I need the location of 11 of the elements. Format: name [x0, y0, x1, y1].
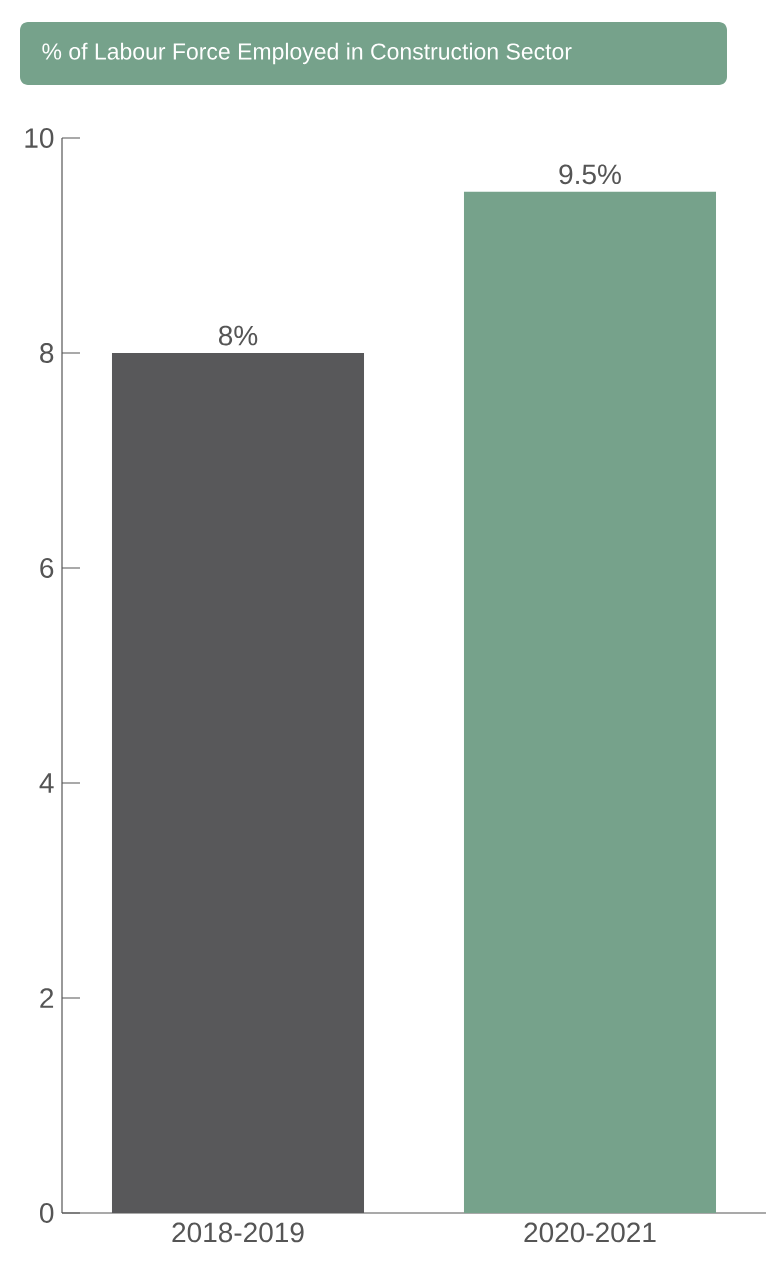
data-label: 9.5%	[559, 164, 621, 185]
y-tick-label: 6	[40, 558, 54, 578]
y-tick-label: 8	[40, 343, 54, 363]
x-tick-label: 2020-2021	[524, 1222, 656, 1243]
data-label: 8%	[218, 325, 258, 346]
y-tick-label: 4	[39, 773, 54, 793]
y-tick-label: 10	[25, 128, 54, 148]
y-tick-label: 0	[39, 1203, 54, 1223]
x-tick-label: 2018-2019	[172, 1222, 304, 1243]
y-tick-label: 2	[40, 988, 54, 1008]
chart-title: % of Labour Force Employed in Construction Sector	[42, 42, 572, 65]
